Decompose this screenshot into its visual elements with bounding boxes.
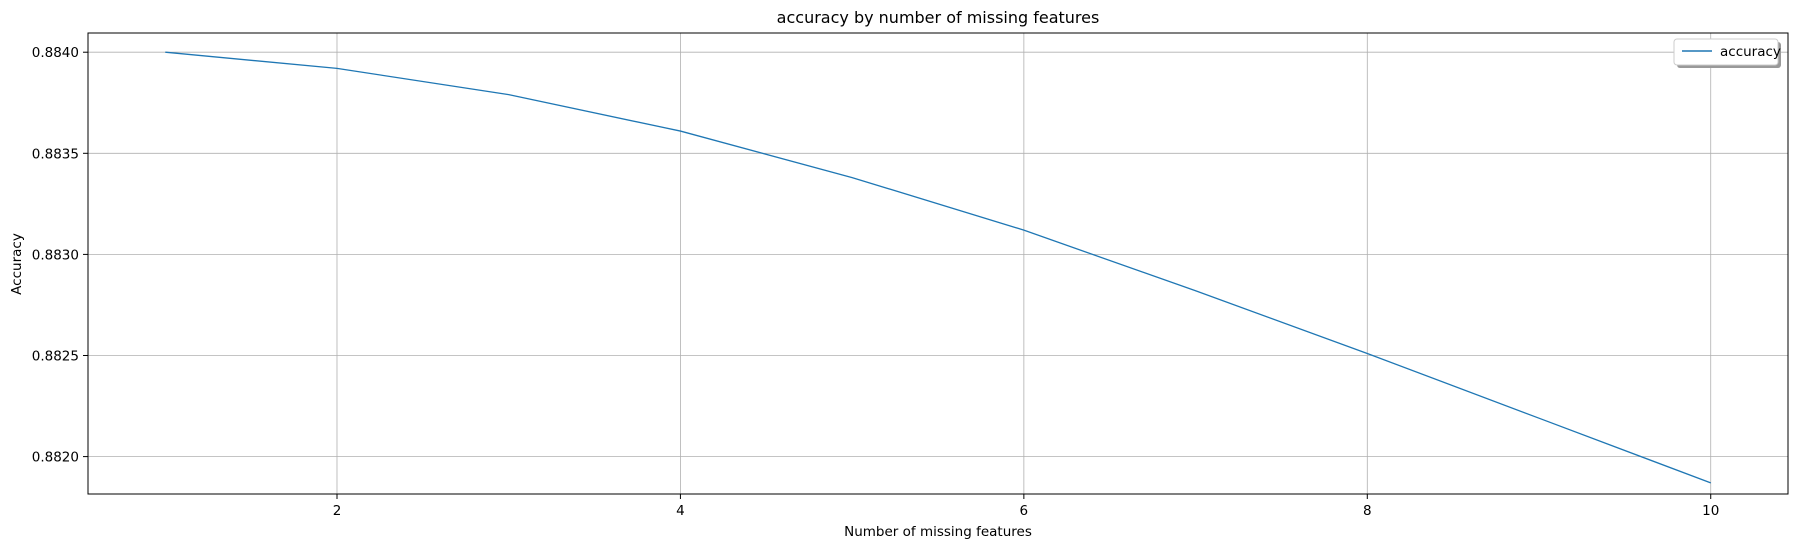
y-axis-label: Accuracy [9,233,25,295]
y-tick-label: 0.8820 [32,450,79,466]
legend-box [1673,38,1779,66]
data-point [851,176,853,178]
y-axis-ticks: 0.8820 0.8825 0.8830 0.8835 0.8840 [32,45,88,466]
x-tick-label: 10 [1702,503,1719,519]
x-tick-label: 6 [1020,503,1029,519]
y-tick-label: 0.8840 [32,45,79,61]
series-layer [164,51,1712,484]
data-point [164,51,166,53]
y-tick-label: 0.8825 [32,348,79,364]
data-point [1710,482,1712,484]
x-tick-label: 8 [1363,503,1372,519]
legend: accuracy [1673,38,1781,68]
y-tick-label: 0.8835 [32,146,79,162]
x-axis-label: Number of missing features [844,524,1032,540]
x-tick-label: 4 [676,503,685,519]
data-point [508,93,510,95]
data-point [679,130,681,132]
legend-label-accuracy: accuracy [1720,44,1781,60]
series-line-accuracy [165,51,1711,484]
grid [88,33,1788,494]
data-point [1194,290,1196,292]
plot-frame [87,32,1789,495]
chart-title: accuracy by number of missing features [777,8,1100,27]
y-tick-label: 0.8830 [32,247,79,263]
data-point [1023,229,1025,231]
x-tick-label: 2 [333,503,342,519]
data-point [1366,352,1368,354]
x-axis-ticks: 2 4 6 8 10 [333,494,1719,519]
data-point [1538,417,1540,419]
data-point [336,67,338,69]
